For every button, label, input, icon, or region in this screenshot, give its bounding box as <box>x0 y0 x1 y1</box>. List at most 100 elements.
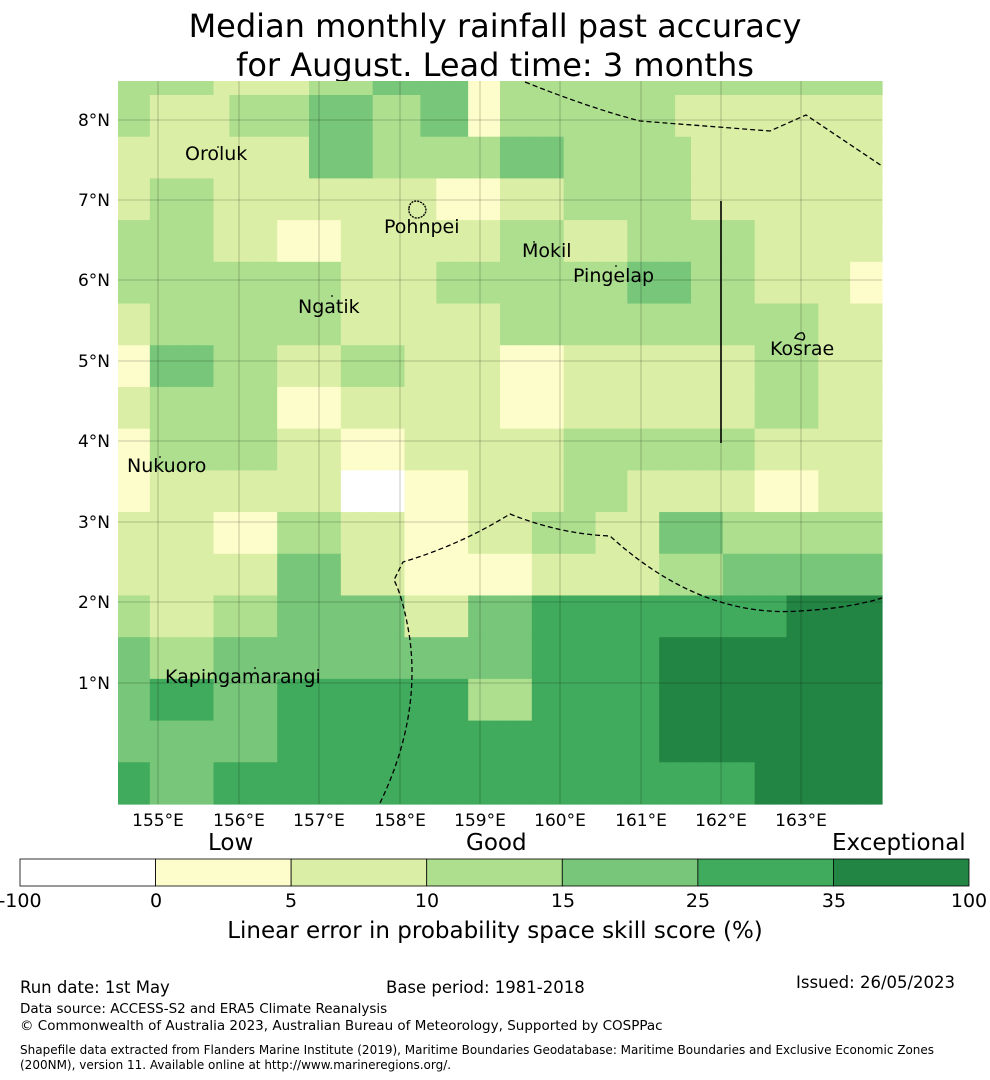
grid-cell <box>738 345 756 388</box>
grid-cell <box>165 678 183 722</box>
grid-cell <box>818 178 835 221</box>
grid-cell <box>818 428 835 471</box>
grid-cell <box>118 178 135 221</box>
grid-cell <box>675 553 692 597</box>
grid-cell <box>786 81 804 96</box>
colorbar-tick-label: 5 <box>284 890 298 912</box>
lat-tick-label: 5°N <box>78 352 110 372</box>
grid-cell <box>563 220 581 263</box>
grid-cell <box>181 470 199 513</box>
grid-cell <box>372 428 390 471</box>
grid-cell <box>309 81 326 96</box>
grid-cell <box>802 136 819 180</box>
grid-cell <box>356 178 374 221</box>
grid-cell <box>372 762 390 805</box>
grid-cell <box>611 95 628 138</box>
grid-cell <box>484 762 501 805</box>
grid-cell <box>452 595 469 638</box>
grid-cell <box>452 512 469 555</box>
grid-cell <box>818 595 835 638</box>
data-source: Data source: ACCESS-S2 and ERA5 Climate … <box>20 1001 388 1017</box>
grid-cell <box>452 720 469 763</box>
grid-cell <box>293 512 310 555</box>
grid-cell <box>579 595 597 638</box>
grid-cell <box>372 637 390 680</box>
grid-cell <box>372 470 390 513</box>
grid-cell <box>484 553 501 597</box>
grid-cell <box>404 762 422 805</box>
grid-cell <box>754 428 772 471</box>
grid-cell <box>293 386 310 430</box>
grid-cell <box>484 678 501 722</box>
grid-cell <box>754 136 772 180</box>
grid-cell <box>149 678 167 722</box>
grid-cell <box>579 678 597 722</box>
grid-cell <box>500 178 517 221</box>
grid-cell <box>579 762 597 805</box>
grid-cell <box>213 178 231 221</box>
grid-cell <box>309 386 326 430</box>
grid-cell <box>388 178 406 221</box>
grid-cell <box>133 595 151 638</box>
grid-cell <box>293 178 310 221</box>
grid-cell <box>245 261 262 305</box>
eez-boundary-south <box>379 513 883 804</box>
grid-cell <box>277 178 294 221</box>
grid-cell <box>866 762 883 805</box>
grid-cell <box>372 81 390 96</box>
grid-cell <box>850 261 867 305</box>
grid-cell <box>181 553 199 597</box>
grid-cell <box>579 428 597 471</box>
grid-cell <box>515 386 533 430</box>
grid-cell <box>866 136 883 180</box>
grid-cell <box>165 303 183 346</box>
grid-cell <box>197 428 215 471</box>
grid-cell <box>388 303 406 346</box>
grid-cell <box>404 512 422 555</box>
grid-cell <box>595 95 613 138</box>
grid-cell <box>659 95 676 138</box>
grid-cell <box>802 386 819 430</box>
grid-cell <box>834 386 851 430</box>
grid-cell <box>500 595 517 638</box>
grid-cell <box>229 136 246 180</box>
grid-cell <box>245 81 262 96</box>
grid-cell <box>149 428 167 471</box>
grid-cell <box>165 345 183 388</box>
grid-cell <box>531 261 549 305</box>
grid-cell <box>643 720 660 763</box>
grid-cell <box>515 595 533 638</box>
grid-cell <box>579 81 597 96</box>
colorbar-tick-label: 35 <box>821 890 847 912</box>
grid-cell <box>277 595 294 638</box>
grid-cell <box>309 762 326 805</box>
grid-cell <box>611 386 628 430</box>
grid-cell <box>118 553 135 597</box>
grid-cell <box>245 178 262 221</box>
grid-cell <box>691 595 708 638</box>
grid-cell <box>866 95 883 138</box>
lon-tick-label: 156°E <box>213 811 265 831</box>
grid-cell <box>754 637 772 680</box>
grid-cell <box>213 81 231 96</box>
grid-cell <box>786 512 804 555</box>
grid-cell <box>340 595 358 638</box>
shapefile-credit-line-1: Shapefile data extracted from Flanders M… <box>20 1043 935 1057</box>
grid-cell <box>563 470 581 513</box>
grid-cell <box>850 428 867 471</box>
grid-cell <box>277 136 294 180</box>
grid-cell <box>245 720 262 763</box>
grid-cell <box>324 637 342 680</box>
grid-cell <box>627 95 644 138</box>
grid-cell <box>627 762 644 805</box>
grid-cell <box>165 261 183 305</box>
grid-cell <box>595 345 613 388</box>
grid-cell <box>229 553 246 597</box>
grid-cell <box>786 345 804 388</box>
grid-cell <box>659 386 676 430</box>
grid-cell <box>738 595 756 638</box>
grid-cell <box>436 762 453 805</box>
place-label-ngatik: Ngatik <box>298 296 360 318</box>
grid-cell <box>595 81 613 96</box>
grid-cell <box>531 428 549 471</box>
